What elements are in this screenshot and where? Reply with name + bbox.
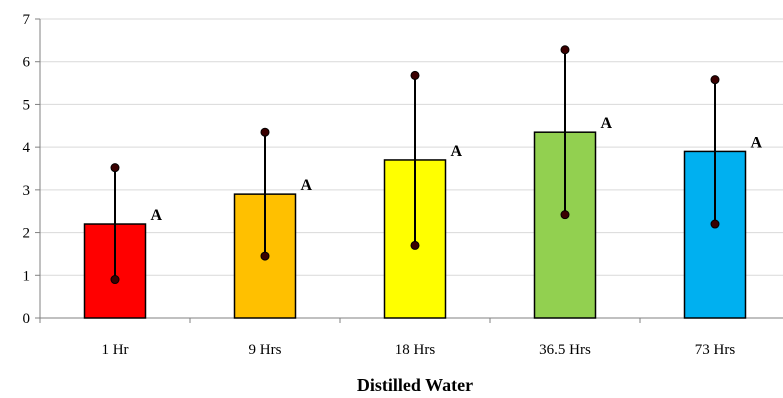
significance-label: A bbox=[301, 177, 313, 194]
significance-label: A bbox=[601, 115, 613, 132]
x-category-label: 73 Hrs bbox=[695, 342, 736, 358]
significance-label: A bbox=[451, 143, 463, 160]
y-tick-label: 2 bbox=[23, 226, 31, 242]
error-bar-cap-high bbox=[710, 75, 720, 85]
error-bar-cap-high bbox=[560, 45, 570, 55]
error-bar-cap-low bbox=[260, 251, 270, 261]
y-tick-label: 5 bbox=[23, 97, 31, 113]
x-category-label: 36.5 Hrs bbox=[539, 342, 591, 358]
y-axis-ticks: 0 1 2 3 4 5 6 7 bbox=[23, 12, 641, 327]
y-tick-label: 3 bbox=[23, 183, 31, 199]
y-tick-label: 1 bbox=[23, 268, 31, 284]
x-category-label: 9 Hrs bbox=[249, 342, 282, 358]
error-bar-cap-high bbox=[110, 163, 120, 173]
significance-label: A bbox=[751, 134, 763, 151]
bars: A A A A A bbox=[83, 45, 763, 319]
y-tick-label: 4 bbox=[23, 140, 31, 156]
error-bar-cap-high bbox=[260, 127, 270, 137]
y-tick-label: 6 bbox=[23, 55, 31, 71]
error-bar-cap-high bbox=[410, 70, 420, 80]
error-bar-cap-low bbox=[110, 275, 120, 285]
x-axis-title: Distilled Water bbox=[357, 375, 473, 395]
y-tick-label: 7 bbox=[23, 12, 31, 28]
x-category-label: 18 Hrs bbox=[395, 342, 436, 358]
y-tick-label: 0 bbox=[23, 311, 31, 327]
x-axis-labels: 1 Hr 9 Hrs 18 Hrs 36.5 Hrs 73 Hrs bbox=[101, 342, 735, 358]
error-bar-cap-low bbox=[410, 240, 420, 250]
error-bar-cap-low bbox=[710, 219, 720, 229]
x-category-label: 1 Hr bbox=[101, 342, 128, 358]
error-bar-cap-low bbox=[560, 210, 570, 220]
significance-label: A bbox=[151, 207, 163, 224]
